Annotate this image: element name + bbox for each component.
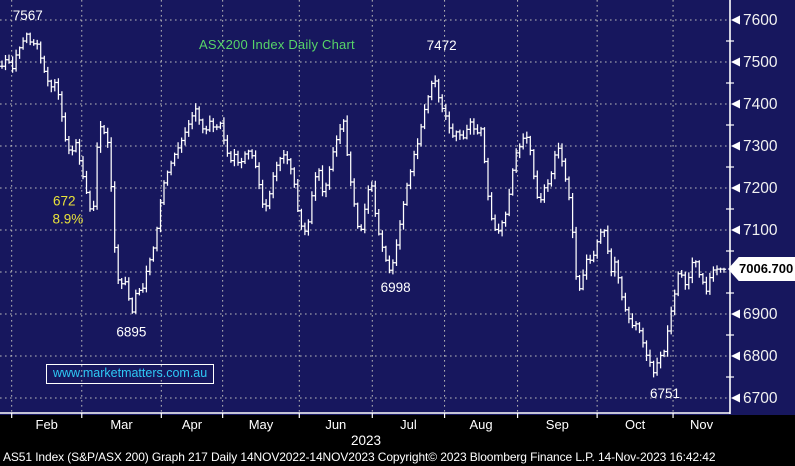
y-axis-label: 7200 — [743, 180, 778, 197]
y-axis-tick-arrow-icon — [731, 225, 740, 235]
axis-lines — [0, 0, 731, 414]
x-axis-month-label: Jul — [400, 417, 417, 432]
chart-background — [0, 0, 795, 450]
last-price-label: 7006.700 — [728, 257, 795, 281]
y-axis-tick-arrow-icon — [731, 393, 740, 403]
chart-annotation: 7567 — [13, 8, 43, 23]
y-axis-label: 6900 — [743, 306, 778, 323]
y-axis-tick-arrow-icon — [731, 309, 740, 319]
y-axis-tick-arrow-icon — [731, 351, 740, 361]
chart-annotation: 6998 — [381, 280, 411, 295]
y-axis-label: 7400 — [743, 96, 778, 113]
y-axis: 7600 7500 7400 7300 7200 7100 6900 6800 6700 — [726, 12, 778, 407]
x-axis-month-label: Aug — [469, 417, 492, 432]
y-axis-label: 7100 — [743, 222, 778, 239]
x-axis: Feb Mar Apr May Jun Jul Aug Sep Oct Nov 2023 — [11, 413, 714, 448]
y-axis-label: 6800 — [743, 348, 778, 365]
x-axis-year-label: 2023 — [351, 433, 381, 448]
annotations: 7567 672 8.9% 6895 6998 7472 6751 — [13, 8, 680, 401]
y-axis-label: 6700 — [743, 390, 778, 407]
chart-annotation: 672 — [53, 193, 76, 208]
y-axis-label: 7500 — [743, 54, 778, 71]
x-axis-month-label: Feb — [36, 417, 58, 432]
chart-plot: Feb Mar Apr May Jun Jul Aug Sep Oct Nov 2023 7600 75… — [0, 0, 795, 450]
chart-annotation: 8.9% — [52, 212, 83, 227]
x-axis-month-label: Nov — [690, 417, 714, 432]
y-axis-label: 7300 — [743, 138, 778, 155]
y-axis-tick-arrow-icon — [731, 141, 740, 151]
watermark-link: www.marketmatters.com.au — [46, 364, 215, 384]
x-axis-month-label: Sep — [546, 417, 569, 432]
y-axis-label: 7600 — [743, 12, 778, 29]
chart-annotation: 7472 — [427, 38, 457, 53]
x-axis-strip — [0, 415, 795, 450]
y-axis-tick-arrow-icon — [731, 57, 740, 67]
y-axis-tick-arrow-icon — [731, 15, 740, 25]
price-series — [0, 32, 727, 378]
x-axis-month-label: Oct — [625, 417, 646, 432]
x-axis-month-label: Jun — [325, 417, 346, 432]
chart-title: ASX200 Index Daily Chart — [199, 37, 355, 52]
status-bar: AS51 Index (S&P/ASX 200) Graph 217 Daily… — [0, 450, 795, 466]
x-axis-month-label: Mar — [110, 417, 133, 432]
chart-annotation: 6895 — [116, 324, 146, 339]
x-axis-month-label: Apr — [182, 417, 203, 432]
y-axis-tick-arrow-icon — [731, 183, 740, 193]
gridlines — [0, 0, 730, 413]
chart-annotation: 6751 — [650, 386, 680, 401]
y-axis-tick-arrow-icon — [731, 99, 740, 109]
x-axis-month-label: May — [249, 417, 274, 432]
